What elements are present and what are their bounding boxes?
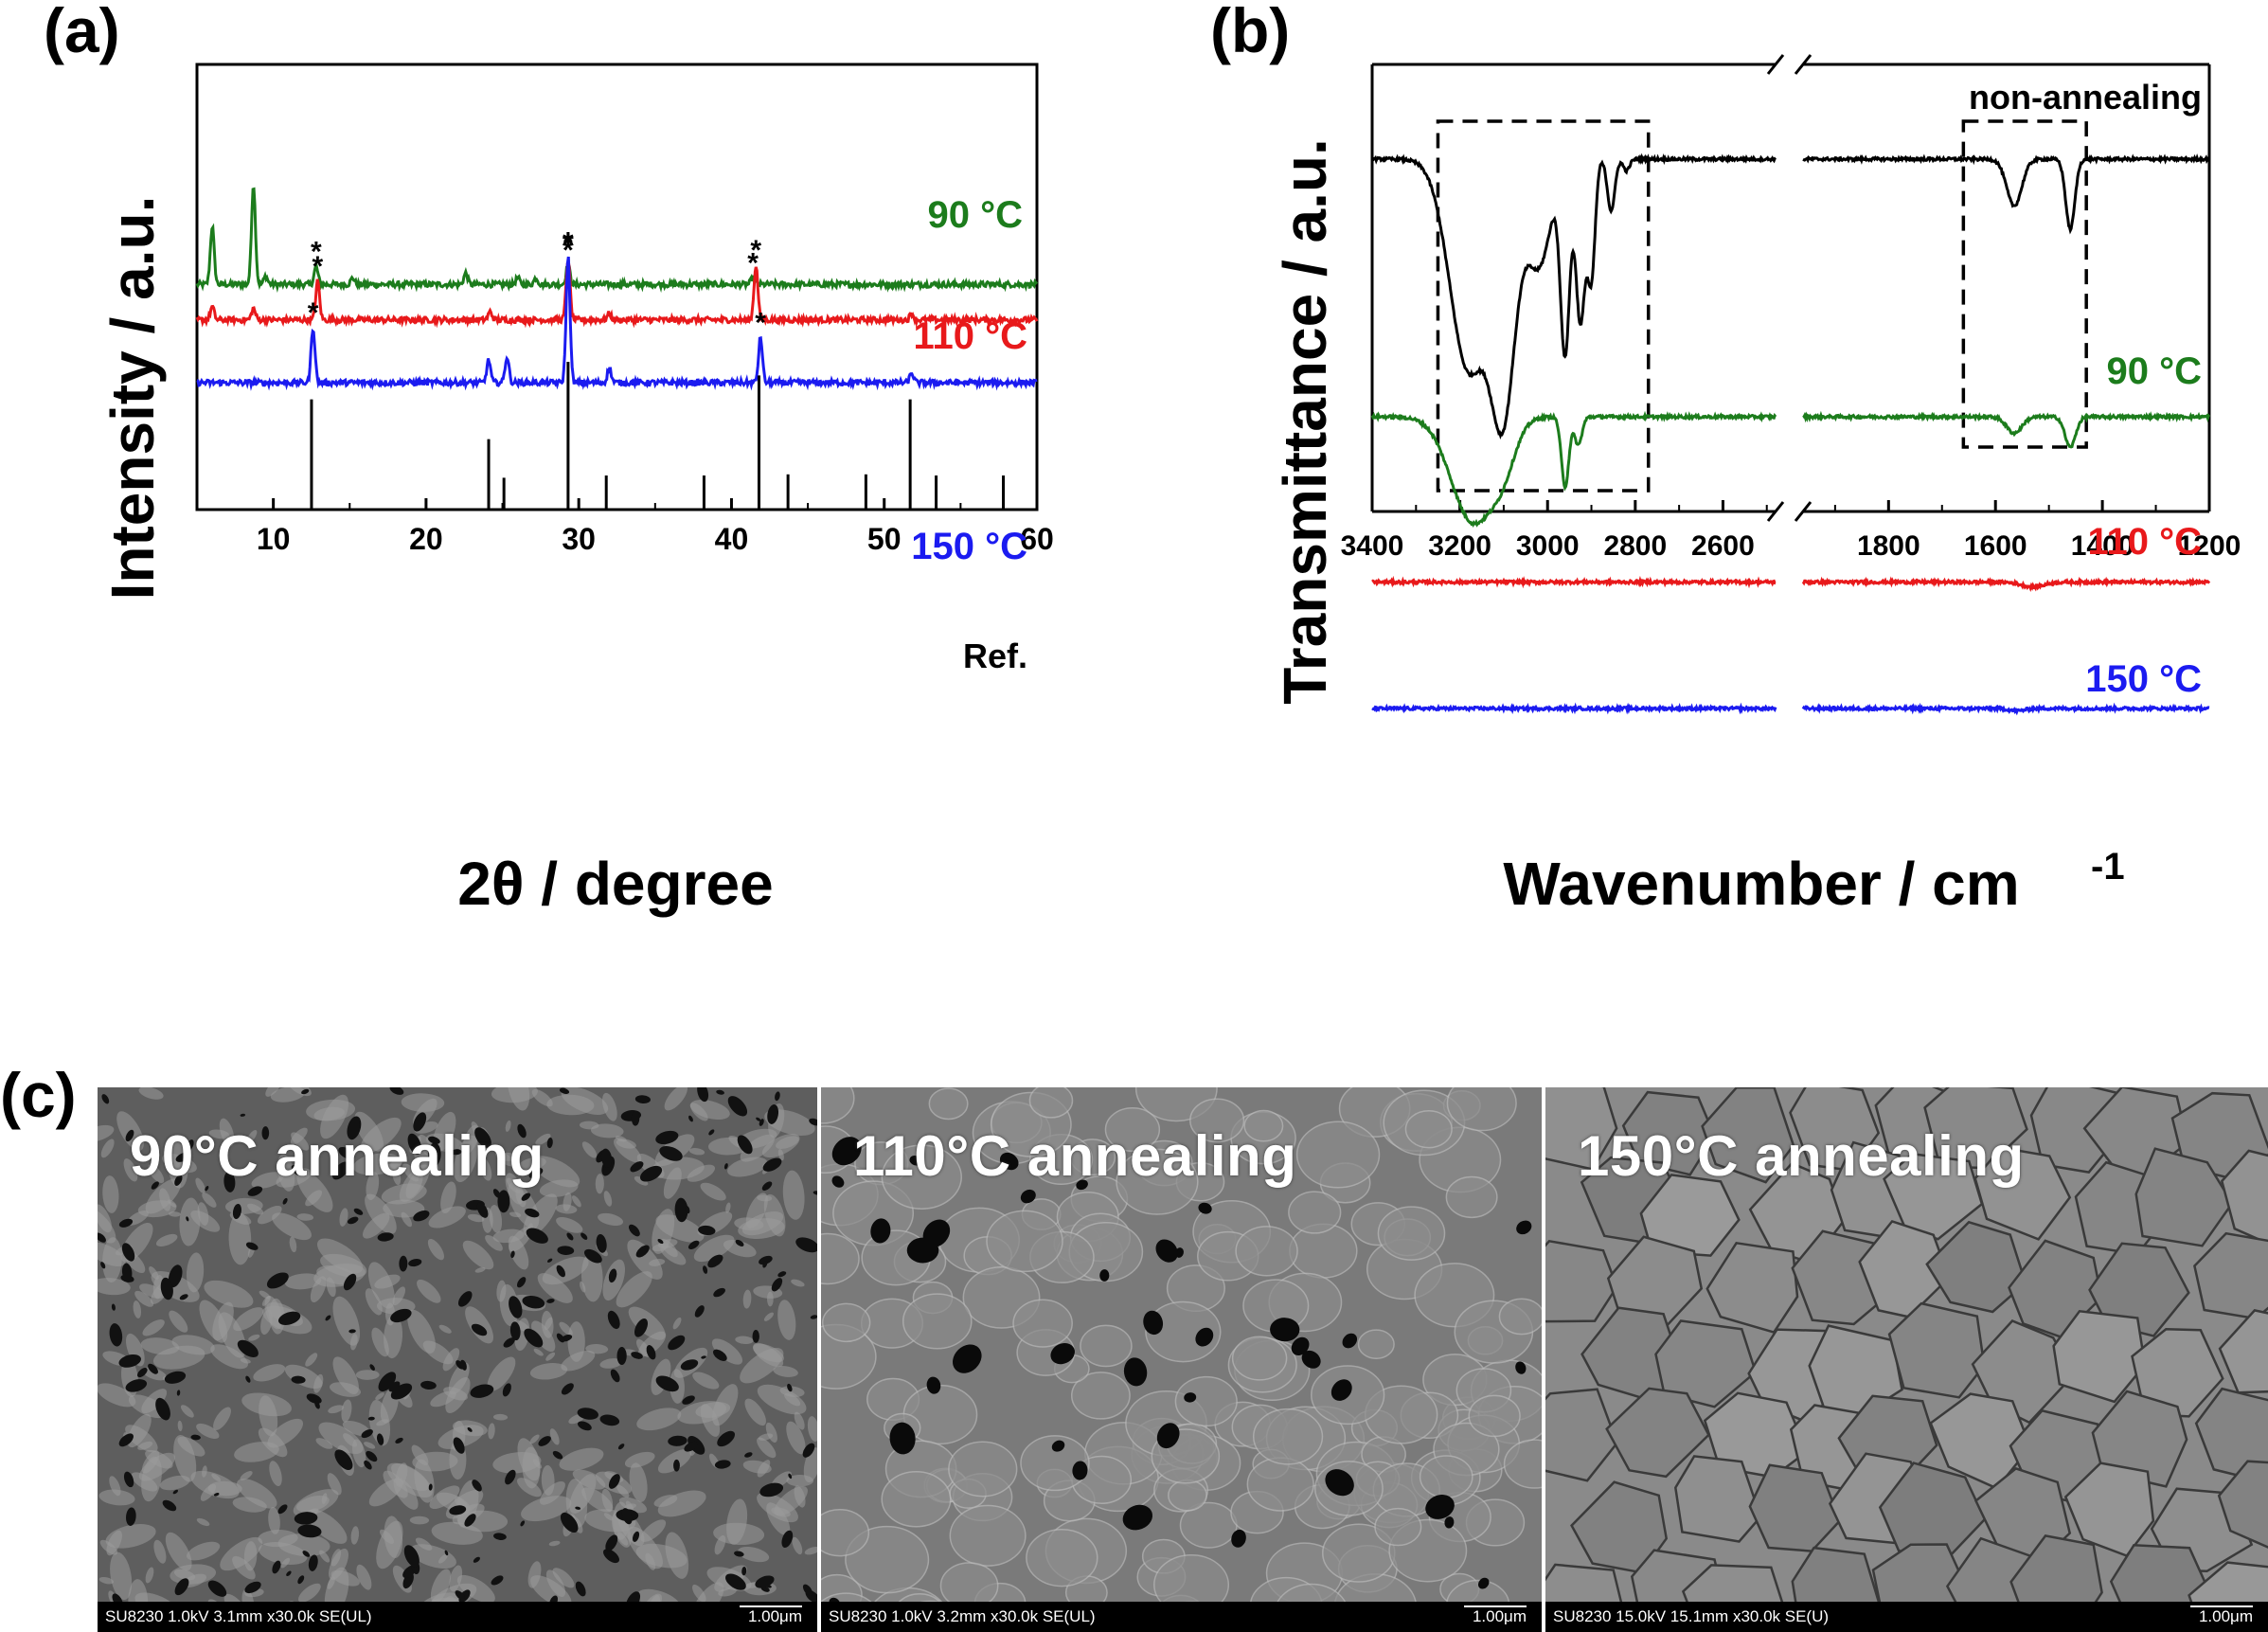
- x-tick-label: 20: [409, 522, 443, 556]
- peak-star: *: [308, 297, 319, 329]
- y-axis-label: Intensity / a.u.: [98, 196, 167, 601]
- peak-star: *: [750, 235, 761, 266]
- scale-bar: [1464, 1605, 1527, 1607]
- x-tick-label: 1200: [2178, 530, 2241, 562]
- panel-label-b: (b): [1210, 0, 1291, 65]
- peak-star: *: [755, 307, 766, 338]
- x-tick-label: 2600: [1691, 530, 1755, 562]
- series-label-1: 110 °C: [913, 315, 1027, 357]
- sem-info-text: SU8230 15.0kV 15.1mm x30.0k SE(U): [1553, 1607, 1830, 1625]
- x-tick-label: 3000: [1516, 530, 1580, 562]
- sem-title-150c: 150°C annealing: [1578, 1124, 2025, 1188]
- sem-info-bar: SU8230 1.0kV 3.2mm x30.0k SE(UL) 1.00μm: [821, 1602, 1542, 1632]
- x-tick-label: 50: [867, 522, 902, 556]
- axis-break: [1766, 54, 1813, 522]
- ftir-line-0-0: [1371, 152, 1777, 439]
- sem-image-110c: 110°C annealing SU8230 1.0kV 3.2mm x30.0…: [821, 1087, 1542, 1632]
- ftir-line-1-0: [1370, 410, 1777, 529]
- ftir-line-3-1: [1801, 702, 2210, 716]
- ftir-line-1-1: [1802, 410, 2211, 449]
- scale-label: 1.00μm: [747, 1607, 802, 1625]
- sem-info-text: SU8230 1.0kV 3.1mm x30.0k SE(UL): [105, 1607, 372, 1625]
- x-tick-label: 60: [1020, 522, 1054, 556]
- scale-bar: [740, 1605, 802, 1607]
- sem-image-90c: 90°C annealing SU8230 1.0kV 3.1mm x30.0k…: [98, 1087, 817, 1632]
- scale-label: 1.00μm: [2198, 1607, 2253, 1625]
- ref-label: Ref.: [963, 637, 1027, 675]
- peak-star: *: [311, 237, 322, 268]
- plot-frame: [1370, 63, 2211, 513]
- peak-star: *: [563, 235, 574, 266]
- x-axis-label: Wavenumber / cm: [1503, 850, 2019, 918]
- ftir-chart: 3400 3200 3000 2800 2600 1800 1600 1400 1200 Wave…: [1271, 54, 2241, 918]
- peak-star: *: [563, 226, 574, 258]
- scale-label: 1.00μm: [1472, 1607, 1527, 1625]
- x-tick-label: 3200: [1428, 530, 1491, 562]
- sem-image-150c: 150°C annealing SU8230 15.0kV 15.1mm x30…: [1545, 1087, 2268, 1632]
- ftir-line-3-0: [1371, 702, 1777, 715]
- series-label-2: 110 °C: [2087, 521, 2202, 563]
- series-label-3: 150 °C: [2085, 658, 2202, 700]
- x-axis-label: 2θ / degree: [457, 850, 773, 918]
- sem-title-110c: 110°C annealing: [853, 1124, 1297, 1188]
- series-label-1: 90 °C: [2107, 350, 2203, 392]
- sem-info-text: SU8230 1.0kV 3.2mm x30.0k SE(UL): [829, 1607, 1096, 1625]
- ftir-line-0-1: [1802, 152, 2210, 235]
- peak-star: *: [313, 251, 324, 282]
- x-tick-label: 2800: [1603, 530, 1667, 562]
- x-tick-label: 1600: [1964, 530, 2027, 562]
- y-axis-label: Transmittance / a.u.: [1271, 138, 1339, 705]
- dashed-box-left: [1436, 119, 1651, 493]
- x-tick-label: 3400: [1341, 530, 1404, 562]
- sem-info-bar: SU8230 1.0kV 3.1mm x30.0k SE(UL) 1.00μm: [98, 1602, 817, 1632]
- sem-texture: [1545, 1087, 2268, 1632]
- plot-frame: [195, 63, 1039, 511]
- scale-bar: [2190, 1605, 2253, 1607]
- sem-texture: [98, 1087, 817, 1632]
- xrd-line-1: [195, 257, 1039, 329]
- sem-title-90c: 90°C annealing: [130, 1124, 545, 1188]
- peak-star: *: [563, 228, 574, 260]
- xrd-chart: 10 20 30 40 50 60 2θ / degree Intensity / a.u. *…: [98, 63, 1054, 918]
- x-tick-label: 1400: [2071, 530, 2134, 562]
- x-tick-label: 1800: [1857, 530, 1920, 562]
- x-tick-label: 30: [562, 522, 596, 556]
- ftir-line-2-1: [1801, 576, 2211, 593]
- x-axis-label-superscript: -1: [2091, 846, 2125, 888]
- dashed-box-right: [1961, 119, 2088, 449]
- panel-label-c: (c): [0, 1060, 77, 1130]
- x-tick-label: 40: [715, 522, 749, 556]
- series-label-0: non-annealing: [1969, 78, 2202, 117]
- x-tick-label: 10: [257, 522, 291, 556]
- ftir-line-2-0: [1371, 575, 1777, 589]
- xrd-line-2: [196, 256, 1038, 391]
- sem-texture: [821, 1087, 1542, 1632]
- series-label-0: 90 °C: [928, 194, 1024, 236]
- panel-label-a: (a): [44, 0, 120, 65]
- xrd-line-0: [195, 187, 1039, 294]
- series-label-2: 150 °C: [911, 526, 1027, 567]
- sem-info-bar: SU8230 15.0kV 15.1mm x30.0k SE(U) 1.00μm: [1545, 1602, 2268, 1632]
